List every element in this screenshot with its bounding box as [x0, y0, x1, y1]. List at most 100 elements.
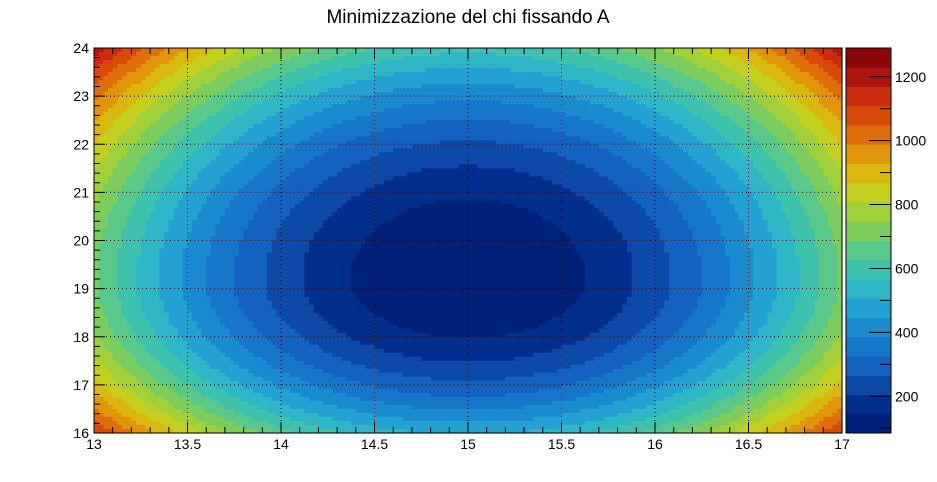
heatmap-cell	[192, 324, 198, 330]
heatmap-cell	[164, 376, 170, 382]
heatmap-cell	[145, 112, 151, 117]
heatmap-cell	[182, 56, 189, 61]
heatmap-cell	[154, 248, 161, 254]
heatmap-cell	[271, 380, 277, 386]
heatmap-cell	[220, 60, 226, 65]
heatmap-cell	[173, 336, 179, 342]
heatmap-cell	[276, 332, 282, 338]
heatmap-cell	[201, 368, 207, 374]
heatmap-cell	[234, 384, 240, 390]
heatmap-cell	[168, 184, 175, 189]
heatmap-cell	[229, 220, 235, 226]
heatmap-cell	[187, 416, 193, 422]
heatmap-cell	[103, 364, 109, 370]
heatmap-cell	[178, 388, 184, 394]
heatmap-cell	[299, 396, 305, 402]
heatmap-cell	[313, 172, 319, 177]
heatmap-cell	[201, 92, 207, 97]
heatmap-cell	[192, 296, 198, 302]
heatmap-cell	[281, 252, 287, 258]
heatmap-cell	[295, 280, 301, 286]
heatmap-cell	[126, 88, 132, 93]
heatmap-cell	[145, 184, 151, 189]
heatmap-cell	[164, 224, 170, 230]
heatmap-cell	[131, 380, 137, 386]
heatmap-cell	[313, 140, 319, 145]
heatmap-cell	[215, 344, 221, 350]
heatmap-cell	[117, 228, 123, 234]
heatmap-cell	[248, 288, 254, 294]
heatmap-cell	[192, 292, 198, 298]
heatmap-cell	[201, 316, 207, 322]
heatmap-cell	[192, 416, 198, 422]
heatmap-cell	[271, 248, 277, 254]
heatmap-cell	[206, 328, 212, 334]
heatmap-cell	[243, 132, 249, 137]
heatmap-cell	[295, 328, 301, 334]
heatmap-cell	[238, 152, 245, 157]
heatmap-cell	[262, 296, 268, 302]
heatmap-cell	[98, 232, 104, 238]
heatmap-cell	[327, 308, 334, 314]
heatmap-cell	[196, 288, 203, 294]
heatmap-cell	[136, 120, 142, 125]
heatmap-cell	[224, 412, 231, 418]
heatmap-cell	[192, 260, 198, 266]
heatmap-cell	[140, 268, 147, 274]
heatmap-cell	[94, 260, 100, 266]
heatmap-cell	[332, 300, 338, 306]
heatmap-cell	[206, 256, 212, 262]
heatmap-cell	[98, 56, 104, 61]
heatmap-cell	[262, 52, 268, 57]
heatmap-cell	[178, 224, 184, 230]
heatmap-cell	[295, 424, 301, 430]
heatmap-cell	[192, 360, 198, 366]
heatmap-cell	[112, 124, 118, 129]
heatmap-cell	[313, 88, 319, 93]
heatmap-cell	[112, 344, 118, 350]
heatmap-cell	[164, 100, 170, 105]
heatmap-cell	[187, 244, 193, 250]
heatmap-cell	[238, 396, 245, 402]
heatmap-cell	[131, 392, 137, 398]
heatmap-cell	[309, 308, 315, 314]
heatmap-cell	[299, 128, 305, 133]
heatmap-cell	[182, 372, 189, 378]
heatmap-cell	[309, 180, 315, 185]
heatmap-cell	[201, 56, 207, 61]
heatmap-cell	[94, 336, 100, 342]
heatmap-cell	[178, 272, 184, 278]
heatmap-cell	[243, 208, 249, 214]
heatmap-cell	[276, 412, 282, 418]
heatmap-cell	[220, 408, 226, 414]
heatmap-cell	[112, 72, 118, 77]
heatmap-cell	[332, 104, 338, 109]
heatmap-cell	[98, 124, 104, 129]
heatmap-cell	[224, 152, 231, 157]
heatmap-cell	[112, 304, 118, 310]
heatmap-cell	[150, 280, 156, 286]
heatmap-cell	[318, 168, 324, 173]
heatmap-cell	[131, 260, 137, 266]
heatmap-cell	[257, 72, 263, 77]
heatmap-cell	[281, 192, 287, 197]
heatmap-cell	[150, 368, 156, 374]
heatmap-cell	[131, 264, 137, 270]
heatmap-cell	[299, 204, 305, 210]
heatmap-cell	[224, 272, 231, 278]
heatmap-cell	[182, 192, 189, 197]
heatmap-cell	[332, 240, 338, 246]
heatmap-cell	[187, 56, 193, 61]
heatmap-cell	[187, 380, 193, 386]
heatmap-cell	[210, 316, 217, 322]
heatmap-cell	[210, 412, 217, 418]
heatmap-cell	[234, 244, 240, 250]
heatmap-cell	[262, 228, 268, 234]
heatmap-cell	[210, 120, 217, 125]
heatmap-cell	[122, 408, 128, 414]
heatmap-cell	[192, 56, 198, 61]
heatmap-cell	[117, 112, 123, 117]
heatmap-cell	[173, 364, 179, 370]
heatmap-cell	[98, 280, 104, 286]
heatmap-cell	[220, 96, 226, 101]
